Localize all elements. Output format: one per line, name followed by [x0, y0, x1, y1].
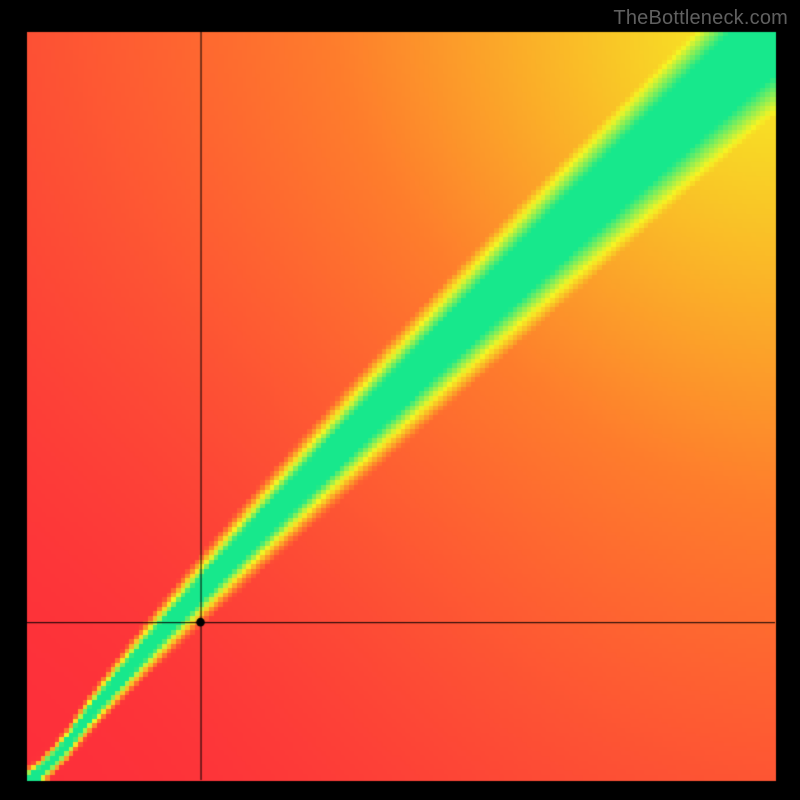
- watermark-text: TheBottleneck.com: [613, 7, 788, 30]
- heatmap-canvas: [0, 0, 800, 800]
- chart-container: TheBottleneck.com: [0, 0, 800, 800]
